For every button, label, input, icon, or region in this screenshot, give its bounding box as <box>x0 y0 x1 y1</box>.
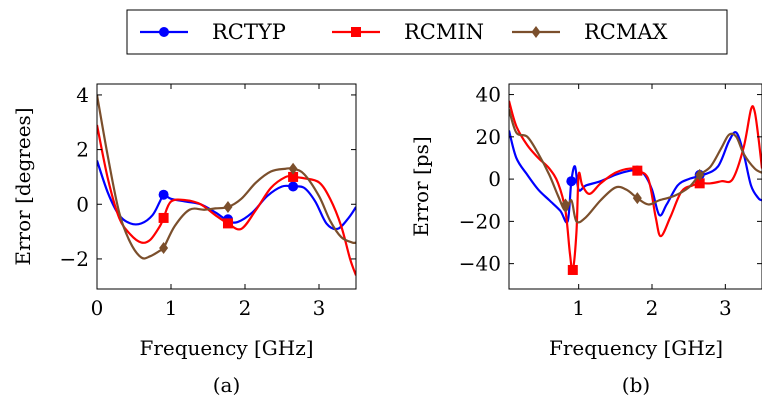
y-tick-label: 0 <box>76 192 89 216</box>
x-tick-label: 3 <box>313 296 326 320</box>
series-line <box>97 94 356 260</box>
series-line <box>97 124 356 276</box>
chart-panel-1: 0 1 2 3 −2 0 2 4 Frequency [GHz] Error [degrees] (… <box>11 83 357 397</box>
legend: RCTYP RCMIN RCMAX <box>126 9 728 55</box>
data-point-marker <box>158 189 169 200</box>
y-tick-label: 20 <box>476 125 501 149</box>
panel-caption: (a) <box>213 373 241 397</box>
x-tick-label: 2 <box>239 296 252 320</box>
series-line <box>509 109 762 224</box>
legend-marker <box>159 27 169 37</box>
x-tick-label: 2 <box>646 296 659 320</box>
x-axis-label: Frequency [GHz] <box>139 336 313 360</box>
series-rcmin <box>97 124 356 276</box>
data-point-marker <box>159 242 169 254</box>
x-axis-label: Frequency [GHz] <box>549 336 723 360</box>
y-tick-label: −40 <box>459 252 501 276</box>
data-point-marker <box>560 198 570 211</box>
y-tick-label: 4 <box>76 83 89 107</box>
data-point-marker <box>223 201 233 213</box>
series-rcmax <box>509 109 762 224</box>
x-tick-label: 0 <box>91 296 104 320</box>
legend-label: RCMIN <box>404 20 484 44</box>
data-point-marker <box>632 192 642 205</box>
legend-label: RCMAX <box>584 20 668 44</box>
y-tick-label: −20 <box>459 209 501 233</box>
x-tick-label: 1 <box>165 296 178 320</box>
y-tick-label: −2 <box>60 247 89 271</box>
data-point-marker <box>288 171 299 182</box>
x-tick-label: 3 <box>719 296 732 320</box>
data-point-marker <box>288 162 298 175</box>
data-point-marker <box>222 218 233 229</box>
y-tick-label: 2 <box>76 138 89 162</box>
axes-frame <box>96 83 357 290</box>
legend-label: RCTYP <box>212 20 286 44</box>
data-point-marker <box>695 168 705 181</box>
legend-entry-rcmax: RCMAX <box>512 20 668 44</box>
series-rcmax <box>97 94 356 260</box>
axes-frame <box>508 83 762 290</box>
data-point-marker <box>158 212 169 223</box>
y-tick-label: 0 <box>488 167 501 191</box>
y-tick-label: 40 <box>476 83 501 107</box>
legend-entry-rcmin: RCMIN <box>332 20 484 44</box>
panel-caption: (b) <box>622 373 650 397</box>
series-rcmin <box>509 100 762 275</box>
data-point-marker <box>566 176 577 187</box>
legend-marker <box>351 27 361 37</box>
y-axis-label: Error [ps] <box>409 136 433 236</box>
data-point-marker <box>694 178 705 189</box>
chart-panel-2: 1 2 3 −40 −20 0 20 40 Frequency [GHz] Error [ps] (… <box>409 83 762 397</box>
data-point-marker <box>288 181 299 192</box>
series-line <box>509 100 762 272</box>
legend-box <box>126 9 728 55</box>
data-point-marker <box>632 165 643 176</box>
data-point-marker <box>567 264 578 275</box>
legend-entry-rctyp: RCTYP <box>140 20 286 44</box>
x-tick-label: 1 <box>572 296 585 320</box>
series-line <box>97 160 356 231</box>
y-axis-label: Error [degrees] <box>11 107 35 265</box>
legend-marker <box>531 26 541 38</box>
